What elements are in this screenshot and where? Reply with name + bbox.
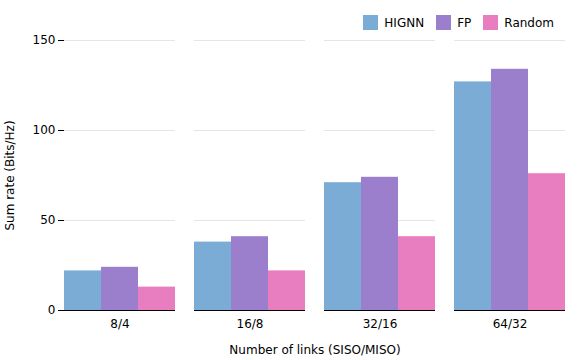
html-text:HIGNN: HIGNN [384, 15, 425, 30]
svg-text:Number of links (SISO/MISO): Number of links (SISO/MISO) [229, 343, 400, 357]
svg-text:150: 150 [33, 33, 56, 47]
svg-text:64/32: 64/32 [493, 317, 528, 331]
html-text:FP: FP [457, 15, 472, 30]
svg-text:100: 100 [33, 123, 56, 137]
svg-text:16/8: 16/8 [237, 317, 264, 331]
html-text:Random: Random [504, 15, 554, 30]
svg-text:50: 50 [40, 213, 55, 227]
svg-text:Sum rate (Bits/Hz): Sum rate (Bits/Hz) [3, 120, 17, 230]
svg-text:32/16: 32/16 [363, 317, 398, 331]
svg-text:8/4: 8/4 [110, 317, 129, 331]
svg-text:0: 0 [48, 303, 56, 317]
